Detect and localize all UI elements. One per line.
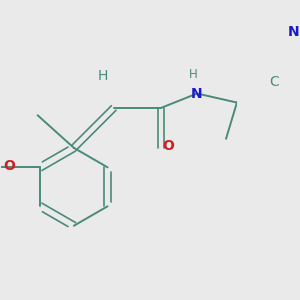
Text: H: H: [189, 68, 198, 81]
Text: H: H: [98, 69, 108, 82]
Text: N: N: [288, 25, 299, 39]
Text: O: O: [3, 158, 15, 172]
Text: N: N: [191, 86, 203, 100]
Text: O: O: [162, 139, 174, 153]
Text: C: C: [269, 75, 279, 89]
